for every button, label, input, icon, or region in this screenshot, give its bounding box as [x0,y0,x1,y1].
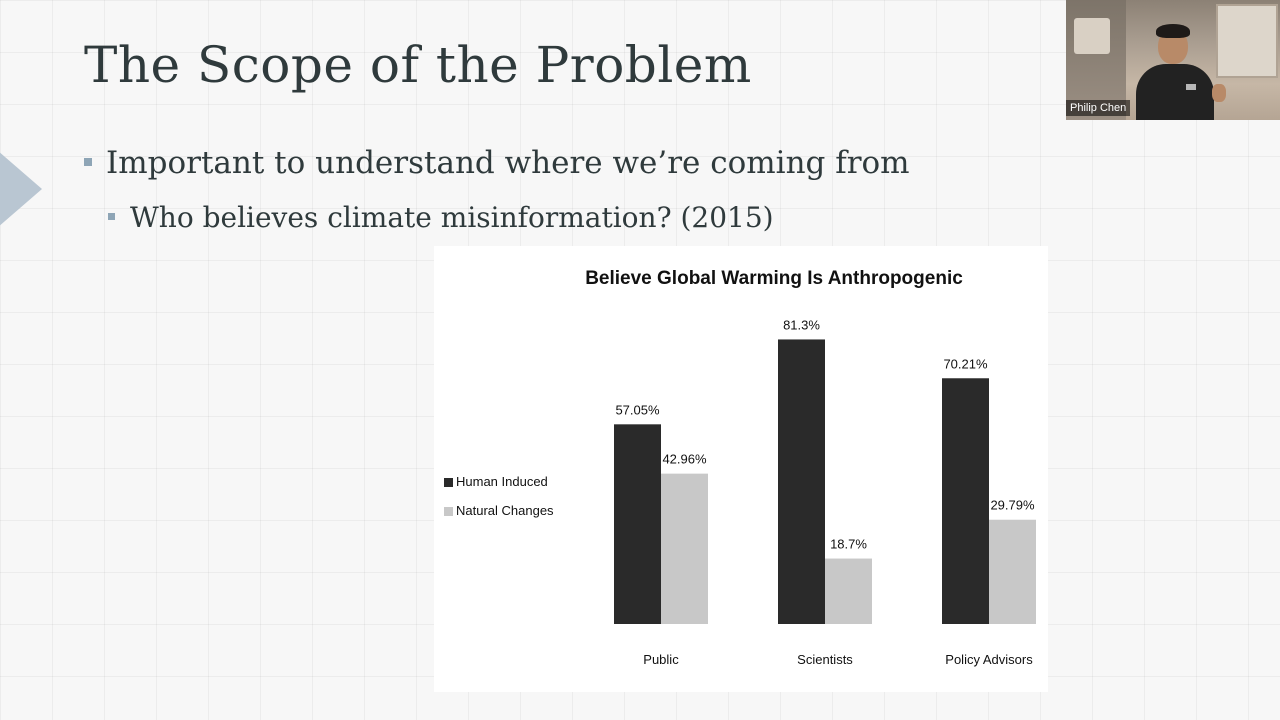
chart-category-labels: Public Scientists Policy Advisors [643,652,1033,667]
legend-swatch [444,478,453,487]
data-label: 57.05% [615,402,660,417]
data-label: 42.96% [662,452,707,467]
chart-data-labels: 57.05% 42.96% 81.3% 18.7% 70.21% 29.79% [615,317,1035,551]
video-background-object [1074,18,1110,54]
category-label: Scientists [797,652,853,667]
bullet-level-2: Who believes climate misinformation? (20… [108,198,774,238]
chart-bars [614,339,1036,624]
participant-name-label: Philip Chen [1066,100,1131,116]
video-background-window [1216,4,1278,78]
bullet-marker-icon [108,213,115,220]
bar-human-induced-policy-advisors [942,378,989,624]
bar-natural-changes-scientists [825,558,872,624]
bar-natural-changes-public [661,473,708,624]
data-label: 81.3% [783,317,820,332]
video-person-body [1136,64,1214,120]
bar-human-induced-scientists [778,339,825,624]
bar-natural-changes-policy-advisors [989,519,1036,624]
legend-label: Natural Changes [456,503,554,518]
bullet-text: Important to understand where we’re comi… [106,145,910,181]
chart-panel: Believe Global Warming Is Anthropogenic … [434,246,1048,692]
legend-swatch [444,507,453,516]
bullet-marker-icon [84,157,92,166]
bullet-text: Who believes climate misinformation? (20… [130,201,774,234]
bar-human-induced-public [614,424,661,624]
bullet-level-1: Important to understand where we’re comi… [84,142,910,184]
participant-video-tile[interactable]: Philip Chen [1066,0,1280,120]
video-person-hand [1212,84,1226,102]
slide-arrow-decoration [0,144,42,234]
data-label: 70.21% [943,356,988,371]
category-label: Policy Advisors [945,652,1033,667]
video-person-hair [1156,24,1190,38]
video-person-shirt-logo [1186,84,1196,90]
chart-title: Believe Global Warming Is Anthropogenic [585,268,963,289]
bar-chart: Believe Global Warming Is Anthropogenic … [444,268,1036,667]
chart-legend: Human Induced Natural Changes [444,474,554,518]
slide-title: The Scope of the Problem [84,36,752,94]
data-label: 18.7% [830,537,867,552]
category-label: Public [643,652,679,667]
legend-label: Human Induced [456,474,548,489]
data-label: 29.79% [990,498,1035,513]
